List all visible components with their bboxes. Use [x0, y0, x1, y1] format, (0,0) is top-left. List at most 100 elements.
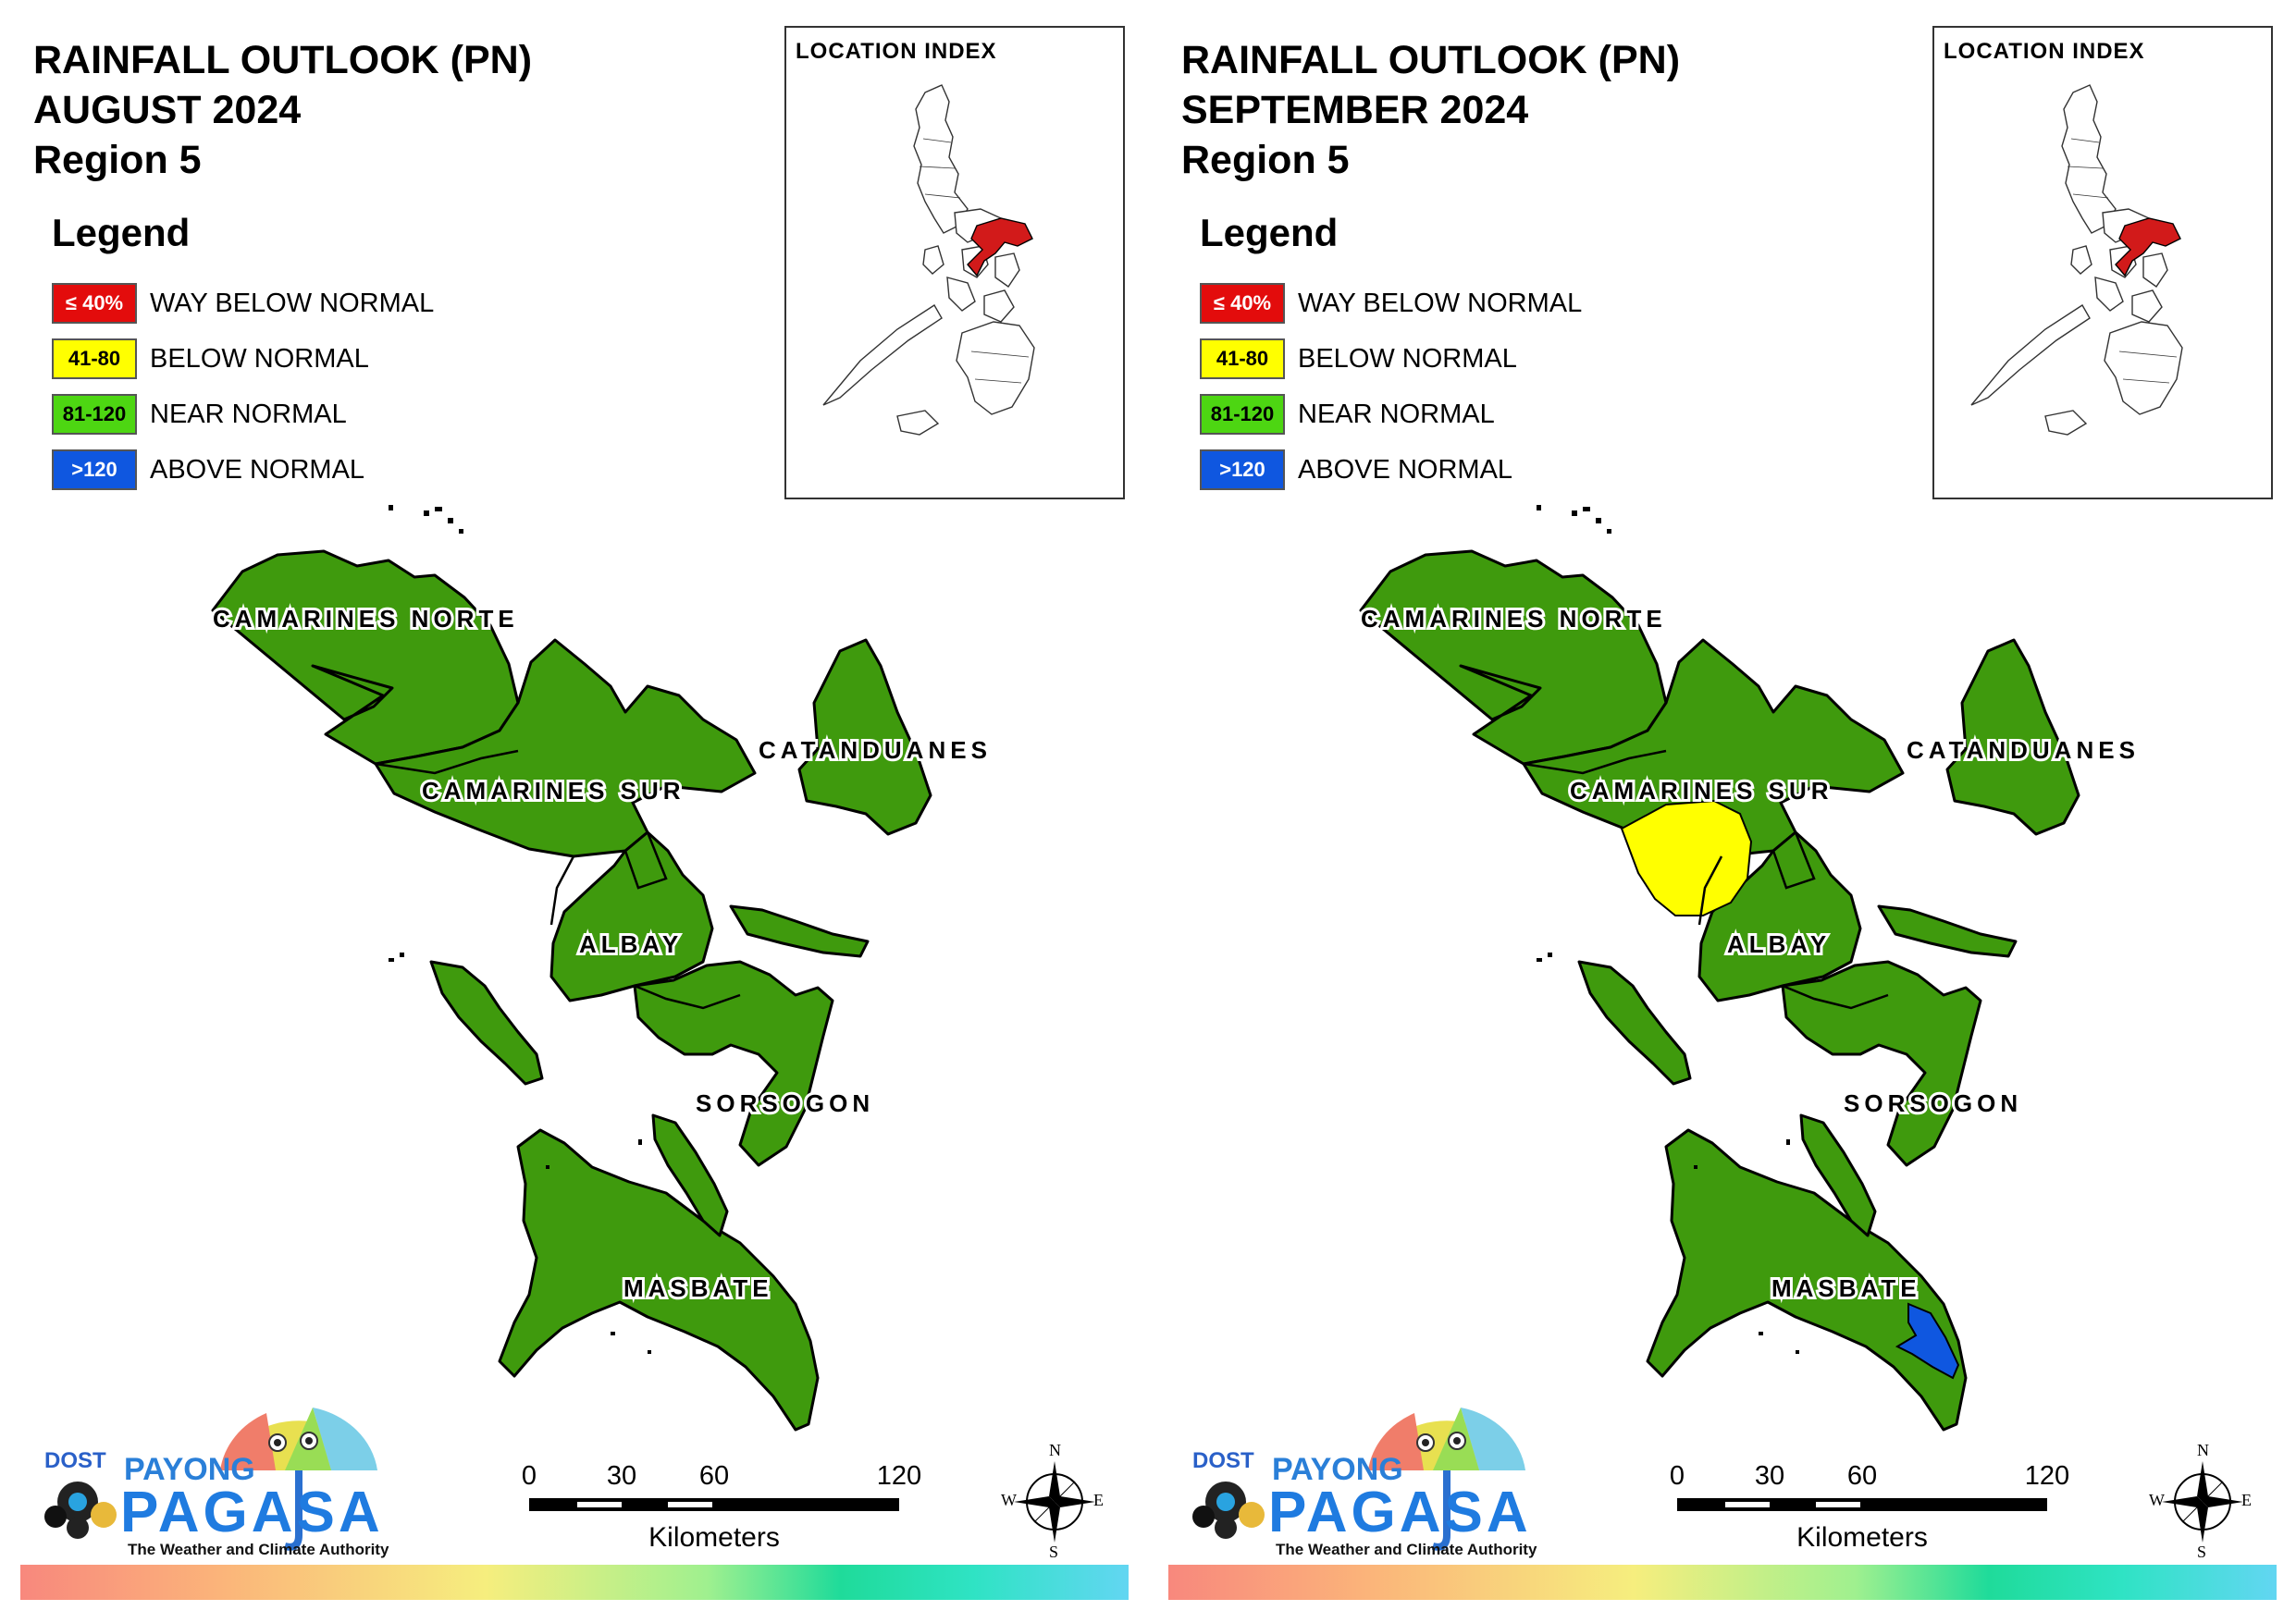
scale-bar: 0 30 60 120 Kilometers: [1666, 1461, 2073, 1563]
province-label-camarines-sur: CAMARINES SUR: [1570, 777, 1833, 805]
philippines-index-map: [822, 84, 1035, 436]
legend-title: Legend: [1200, 211, 1339, 254]
outlook-panel-august: RAINFALL OUTLOOK (PN) AUGUST 2024 Region…: [20, 26, 1129, 1600]
legend-swatch: >120: [1200, 449, 1285, 490]
legend-swatch: ≤ 40%: [1200, 283, 1285, 324]
compass-rose-icon: [1014, 1461, 1095, 1543]
legend-item-above-normal: >120 ABOVE NORMAL: [1200, 442, 1582, 498]
legend-label: BELOW NORMAL: [1298, 343, 1517, 374]
island-burias: [429, 960, 544, 1086]
scale-bar-graphic: [529, 1498, 899, 1511]
legend-swatch: 81-120: [1200, 394, 1285, 435]
logo-payong-text: PAYONG: [124, 1452, 255, 1487]
province-label-masbate: MASBATE: [623, 1274, 773, 1302]
province-label-albay: ALBAY: [1727, 930, 1831, 958]
title-line-3: Region 5: [33, 138, 202, 182]
legend-label: NEAR NORMAL: [150, 399, 347, 429]
philippines-index-map: [1970, 84, 2183, 436]
title-line-1: RAINFALL OUTLOOK (PN): [33, 38, 533, 82]
pagasa-logo: DOST PAYONG PAGASA The Weather and Clima…: [1183, 1387, 1544, 1563]
province-label-sorsogon: SORSOGON: [696, 1089, 874, 1117]
legend-label: NEAR NORMAL: [1298, 399, 1495, 429]
scale-tick-label: 0: [521, 1461, 537, 1491]
title-line-3: Region 5: [1181, 138, 1350, 182]
logo-payong-text: PAYONG: [1272, 1452, 1403, 1487]
logo-pagasa-text: PAGASA: [1268, 1481, 1532, 1544]
province-sorsogon: [633, 960, 834, 1167]
legend-swatch: ≤ 40%: [52, 283, 137, 324]
island-rapu-rapu: [729, 904, 870, 958]
province-masbate: [1646, 1128, 1968, 1432]
region5-highlight: [2115, 217, 2181, 277]
legend-swatch: >120: [52, 449, 137, 490]
logo-dost-text: DOST: [1192, 1448, 1254, 1473]
province-boundaries: [375, 749, 741, 1010]
below-normal-zone: [1620, 799, 1753, 916]
title-line-1: RAINFALL OUTLOOK (PN): [1181, 38, 1681, 82]
bottom-gradient-bar: [1168, 1565, 2277, 1600]
bottom-gradient-bar: [20, 1565, 1129, 1600]
scale-tick-label: 30: [1754, 1461, 1785, 1491]
umbrella-icon: [1192, 1408, 1525, 1551]
compass-north: N: [2197, 1441, 2209, 1459]
location-index-box: LOCATION INDEX: [1932, 26, 2273, 499]
legend-item-way-below-normal: ≤ 40% WAY BELOW NORMAL: [52, 276, 434, 331]
compass-east: E: [1093, 1491, 1104, 1509]
legend-swatch: 41-80: [52, 338, 137, 379]
island-rapu-rapu: [1877, 904, 2018, 958]
province-label-camarines-sur: CAMARINES SUR: [422, 777, 685, 805]
province-catanduanes: [1945, 638, 2080, 836]
province-label-sorsogon: SORSOGON: [1844, 1089, 2022, 1117]
province-camarines-norte: [1359, 549, 1668, 766]
above-normal-zone: [1895, 1302, 1960, 1380]
legend-label: WAY BELOW NORMAL: [150, 288, 435, 318]
compass-west: W: [2149, 1491, 2165, 1509]
legend-label: WAY BELOW NORMAL: [1298, 288, 1583, 318]
pagasa-logo: DOST PAYONG PAGASA The Weather and Clima…: [35, 1387, 396, 1563]
island-burias: [1577, 960, 1692, 1086]
compass-south: S: [2197, 1543, 2207, 1561]
province-label-camarines-norte: CAMARINES NORTE: [1361, 605, 1667, 633]
location-index-box: LOCATION INDEX: [784, 26, 1125, 499]
compass-north: N: [1049, 1441, 1061, 1459]
small-islets: [1537, 505, 1799, 1354]
province-label-catanduanes: CATANDUANES: [759, 736, 992, 764]
island-ticao: [651, 1113, 729, 1237]
compass-rose: N S E W: [2149, 1441, 2256, 1561]
logo-pagasa-text: PAGASA: [120, 1481, 384, 1544]
scale-unit-label: Kilometers: [1796, 1522, 1928, 1553]
scale-bar: 0 30 60 120 Kilometers: [518, 1461, 925, 1563]
scale-tick-label: 120: [2024, 1461, 2070, 1491]
province-catanduanes: [797, 638, 932, 836]
scale-tick-label: 120: [876, 1461, 922, 1491]
province-camarines-sur: [374, 638, 757, 858]
province-camarines-norte: [211, 549, 520, 766]
scale-tick-label: 0: [1669, 1461, 1685, 1491]
compass-west: W: [1001, 1491, 1017, 1509]
legend-label: ABOVE NORMAL: [1298, 454, 1513, 485]
dost-emblem-icon: [1192, 1482, 1265, 1539]
legend-swatch: 81-120: [52, 394, 137, 435]
compass-south: S: [1049, 1543, 1059, 1561]
region5-main-map: CAMARINES NORTE CAMARINES SUR CATANDUANE…: [210, 505, 992, 1432]
legend-title: Legend: [52, 211, 191, 254]
logo-tagline: The Weather and Climate Authority: [128, 1541, 389, 1558]
title-line-2: SEPTEMBER 2024: [1181, 88, 1529, 132]
compass-rose-icon: [2162, 1461, 2243, 1543]
compass-rose: N S E W: [1001, 1441, 1108, 1561]
logo-dost-text: DOST: [44, 1448, 106, 1473]
legend-item-near-normal: 81-120 NEAR NORMAL: [52, 387, 434, 442]
legend: Legend ≤ 40% WAY BELOW NORMAL 41-80 BELO…: [52, 211, 434, 498]
province-camarines-sur: [1522, 638, 1905, 858]
dost-emblem-icon: [44, 1482, 117, 1539]
legend-item-way-below-normal: ≤ 40% WAY BELOW NORMAL: [1200, 276, 1582, 331]
outlook-panel-september: RAINFALL OUTLOOK (PN) SEPTEMBER 2024 Reg…: [1148, 0, 2296, 1623]
scale-tick-label: 60: [1846, 1461, 1878, 1491]
legend-label: ABOVE NORMAL: [150, 454, 365, 485]
province-boundaries: [1523, 749, 1889, 1010]
title-line-2: AUGUST 2024: [33, 88, 302, 132]
scale-bar-graphic: [1677, 1498, 2047, 1511]
province-label-catanduanes: CATANDUANES: [1907, 736, 2140, 764]
region5-highlight: [967, 217, 1033, 277]
province-label-camarines-norte: CAMARINES NORTE: [213, 605, 519, 633]
